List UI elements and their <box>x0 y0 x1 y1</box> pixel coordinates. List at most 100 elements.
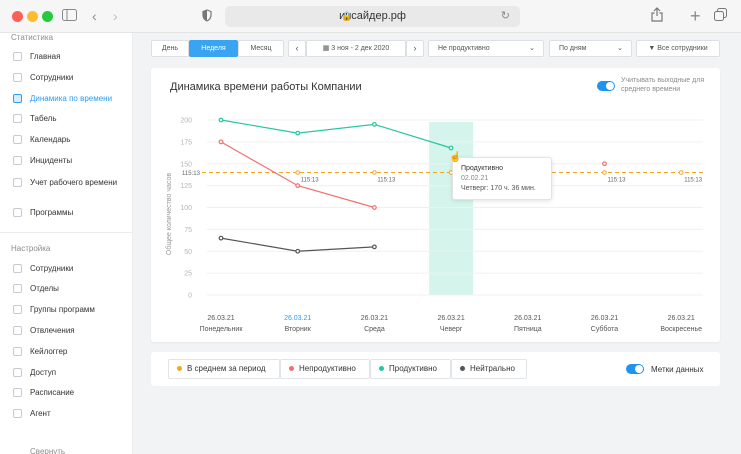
weekend-toggle[interactable] <box>597 81 615 91</box>
legend-productive[interactable]: Продуктивно <box>370 359 451 379</box>
productivity-filter-select[interactable]: Не продуктивно ⌄ <box>428 40 544 57</box>
menu-item-icon <box>13 52 22 61</box>
shield-icon[interactable] <box>202 8 212 26</box>
legend-dot <box>289 366 294 371</box>
minimize-window-button[interactable] <box>27 11 38 22</box>
menu-item-icon <box>13 347 22 356</box>
sidebar-item[interactable]: Сотрудники <box>0 260 133 278</box>
menu-item-icon <box>13 178 22 187</box>
legend-dot <box>379 366 384 371</box>
menu-item-icon <box>13 284 22 293</box>
sidebar-item[interactable]: Кейлоггер <box>0 343 133 361</box>
new-tab-icon[interactable]: + <box>690 6 701 26</box>
sidebar-item-label: Доступ <box>30 368 57 377</box>
chevron-down-icon: ⌄ <box>617 45 623 52</box>
sidebar-item-label: Кейлоггер <box>30 347 68 356</box>
next-period-button[interactable]: › <box>406 40 424 57</box>
legend-dot <box>177 366 182 371</box>
legend-average[interactable]: В среднем за период <box>168 359 280 379</box>
sidebar-item[interactable]: Группы программ <box>0 301 133 319</box>
reload-icon[interactable]: ↻ <box>500 10 510 22</box>
share-icon[interactable] <box>651 7 663 26</box>
sidebar-item-label: Сотрудники <box>30 73 74 82</box>
section-title-settings: Настройка <box>11 244 51 253</box>
legend-label: В среднем за период <box>187 364 266 373</box>
period-week-button[interactable]: Неделя <box>189 40 238 57</box>
sidebar-item[interactable]: Отвлечения <box>0 322 133 340</box>
employees-filter-button[interactable]: ▼ Все сотрудники <box>636 40 720 57</box>
sidebar-item[interactable]: Сотрудники <box>0 69 133 87</box>
sidebar-item[interactable]: Инциденты <box>0 152 133 170</box>
chart-title: Динамика времени работы Компании <box>170 81 362 93</box>
sidebar-item-label: Главная <box>30 52 61 61</box>
sidebar-item-label: Группы программ <box>30 305 95 314</box>
data-labels-toggle-label: Метки данных <box>651 365 704 374</box>
menu-item-icon <box>13 388 22 397</box>
sidebar-item[interactable]: Отделы <box>0 280 133 298</box>
date-range-label: 3 ноя - 2 дек 2020 <box>331 45 390 52</box>
menu-item-icon <box>13 409 22 418</box>
sidebar-item-label: Инциденты <box>30 156 73 165</box>
section-title-statistics: Статистика <box>11 33 54 42</box>
sidebar-item-label: Отделы <box>30 284 59 293</box>
filter-icon: ▼ <box>648 45 656 52</box>
menu-item-icon <box>13 208 22 217</box>
sidebar-item[interactable]: Расписание <box>0 384 133 402</box>
legend-dot <box>460 366 465 371</box>
collapse-sidebar-button[interactable]: Свернуть <box>30 447 66 454</box>
sidebar-item-label: Сотрудники <box>30 264 74 273</box>
menu-item-icon <box>13 114 22 123</box>
tooltip: Продуктивно 02.02.21 Четверг: 170 ч. 36 … <box>452 157 552 200</box>
tabs-overview-icon[interactable] <box>714 7 727 25</box>
period-month-button[interactable]: Месяц <box>238 40 284 57</box>
tooltip-text: Четверг: 170 ч. 36 мин. <box>461 185 536 192</box>
sidebar-item-label: Расписание <box>30 388 75 397</box>
sidebar-item-label: Динамика по времени <box>30 94 113 103</box>
cursor-pointer-icon: ☝ <box>449 152 462 163</box>
menu-item-icon <box>13 326 22 335</box>
address-bar[interactable]: 🔒 инсайдер.рф ↻ <box>225 6 520 27</box>
sidebar-item[interactable]: Доступ <box>0 364 133 382</box>
sidebar-item-label: Табель <box>30 114 57 123</box>
menu-item-icon <box>13 305 22 314</box>
tooltip-date: 02.02.21 <box>461 175 489 182</box>
back-icon[interactable]: ‹ <box>92 8 97 24</box>
chevron-down-icon: ⌄ <box>529 45 535 52</box>
tooltip-title: Продуктивно <box>461 165 503 172</box>
sidebar-divider <box>0 232 133 233</box>
sidebar-item[interactable]: Табель <box>0 110 133 128</box>
menu-item-icon <box>13 156 22 165</box>
menu-item-icon <box>13 368 22 377</box>
sidebar-item[interactable]: Учет рабочего времени <box>0 174 133 192</box>
menu-item-icon <box>13 73 22 82</box>
sidebar-toggle-icon[interactable] <box>62 7 77 25</box>
chart-card <box>151 68 720 342</box>
prev-period-button[interactable]: ‹ <box>288 40 306 57</box>
sidebar-item[interactable]: Динамика по времени <box>0 90 133 108</box>
legend-neutral[interactable]: Нейтрально <box>451 359 527 379</box>
calendar-icon: ▦ <box>322 45 330 52</box>
productivity-filter-value: Не продуктивно <box>438 45 490 52</box>
maximize-window-button[interactable] <box>42 11 53 22</box>
sidebar-item[interactable]: Агент <box>0 405 133 423</box>
browser-titlebar: ‹ › 🔒 инсайдер.рф ↻ + <box>0 0 741 33</box>
legend-label: Непродуктивно <box>299 364 356 373</box>
close-window-button[interactable] <box>12 11 23 22</box>
legend-label: Продуктивно <box>389 364 437 373</box>
sidebar-item-label: Программы <box>30 208 74 217</box>
menu-item-icon <box>13 264 22 273</box>
menu-item-icon <box>13 94 22 103</box>
date-range-picker[interactable]: ▦ 3 ноя - 2 дек 2020 <box>306 40 406 57</box>
legend-unproductive[interactable]: Непродуктивно <box>280 359 370 379</box>
period-day-button[interactable]: День <box>151 40 189 57</box>
sidebar-item-label: Учет рабочего времени <box>30 178 118 187</box>
data-labels-toggle[interactable] <box>626 364 644 374</box>
url-text: инсайдер.рф <box>339 10 406 22</box>
sidebar-item[interactable]: Календарь <box>0 131 133 149</box>
grouping-select[interactable]: По дням ⌄ <box>549 40 632 57</box>
legend-bar <box>151 352 720 386</box>
sidebar-item[interactable]: Программы <box>0 204 133 222</box>
forward-icon[interactable]: › <box>113 8 118 24</box>
sidebar-item-label: Календарь <box>30 135 71 144</box>
sidebar-item[interactable]: Главная <box>0 48 133 66</box>
